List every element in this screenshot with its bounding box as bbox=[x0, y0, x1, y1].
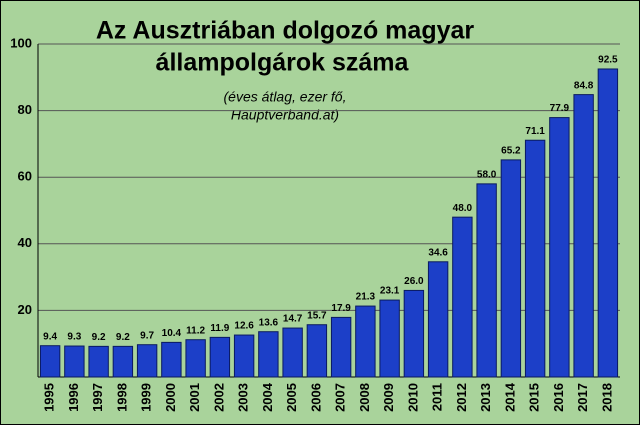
x-tick-label: 1999 bbox=[139, 383, 154, 412]
x-tick-label: 2003 bbox=[236, 383, 251, 412]
bar bbox=[330, 316, 352, 378]
bar bbox=[282, 327, 303, 378]
x-tick-label: 2006 bbox=[308, 383, 323, 412]
value-label: 11.9 bbox=[210, 323, 229, 334]
subtitle: Hauptverband.at) bbox=[231, 107, 339, 123]
value-label: 10.4 bbox=[162, 328, 182, 339]
value-label: 92.5 bbox=[598, 55, 618, 66]
value-label: 65.2 bbox=[501, 146, 521, 157]
bar bbox=[209, 336, 231, 378]
x-tick-label: 2009 bbox=[381, 383, 396, 412]
value-label: 9.2 bbox=[92, 332, 106, 343]
bar bbox=[524, 139, 546, 378]
x-tick-label: 2015 bbox=[527, 383, 542, 412]
value-label: 9.3 bbox=[67, 332, 81, 343]
value-label: 14.7 bbox=[283, 314, 303, 325]
value-label: 23.1 bbox=[380, 286, 400, 297]
value-label: 9.2 bbox=[116, 332, 130, 343]
chart-title: Az Ausztriában dolgozó magyar bbox=[96, 17, 475, 45]
x-tick-label: 2017 bbox=[575, 383, 590, 412]
bar bbox=[258, 331, 279, 378]
x-tick-label: 2010 bbox=[405, 383, 420, 412]
value-label: 15.7 bbox=[307, 310, 327, 321]
x-tick-label: 2018 bbox=[599, 383, 614, 412]
x-tick-label: 1997 bbox=[90, 383, 105, 412]
value-label: 71.1 bbox=[525, 126, 545, 137]
x-tick-label: 2011 bbox=[430, 383, 445, 411]
bar bbox=[597, 68, 619, 378]
bar bbox=[136, 344, 158, 378]
bar bbox=[161, 341, 182, 378]
value-label: 48.0 bbox=[453, 203, 473, 214]
x-tick-label: 2005 bbox=[284, 383, 299, 412]
value-label: 58.0 bbox=[477, 170, 497, 181]
value-label: 84.8 bbox=[574, 80, 594, 91]
x-tick-label: 2013 bbox=[478, 383, 493, 412]
x-tick-label: 2001 bbox=[187, 383, 202, 412]
x-tick-label: 2007 bbox=[333, 383, 348, 412]
x-tick-label: 2014 bbox=[502, 382, 517, 412]
value-label: 9.4 bbox=[43, 331, 57, 342]
bar bbox=[64, 345, 85, 378]
bar bbox=[427, 261, 449, 378]
value-label: 13.6 bbox=[259, 317, 279, 328]
y-tick-label: 40 bbox=[18, 235, 32, 250]
x-tick-label: 2016 bbox=[551, 383, 566, 412]
y-tick-label: 60 bbox=[18, 169, 32, 184]
bar bbox=[185, 339, 206, 378]
chart-title: állampolgárok száma bbox=[156, 49, 410, 77]
subtitle: (éves átlag, ezer fő, bbox=[224, 89, 347, 105]
value-label: 9.7 bbox=[140, 330, 154, 341]
value-label: 77.9 bbox=[550, 103, 570, 114]
bar bbox=[112, 345, 134, 378]
bar bbox=[573, 94, 594, 378]
x-tick-label: 2008 bbox=[357, 383, 372, 412]
x-tick-label: 2004 bbox=[260, 382, 275, 412]
value-label: 12.6 bbox=[234, 321, 254, 332]
x-tick-label: 1996 bbox=[66, 383, 81, 412]
value-label: 26.0 bbox=[404, 276, 424, 287]
y-tick-label: 80 bbox=[18, 102, 32, 117]
bar bbox=[403, 289, 425, 378]
bar bbox=[233, 334, 255, 378]
value-label: 34.6 bbox=[428, 247, 448, 258]
bar bbox=[355, 305, 376, 378]
bar bbox=[88, 345, 109, 378]
x-tick-label: 1995 bbox=[42, 383, 57, 412]
x-tick-label: 1998 bbox=[114, 383, 129, 412]
y-tick-label: 100 bbox=[10, 35, 32, 50]
x-tick-label: 2002 bbox=[211, 383, 226, 412]
x-tick-label: 2012 bbox=[454, 383, 469, 412]
bar bbox=[306, 324, 328, 378]
y-tick-label: 20 bbox=[18, 302, 32, 317]
x-tick-label: 2000 bbox=[163, 383, 178, 412]
value-label: 11.2 bbox=[186, 325, 205, 336]
value-label: 21.3 bbox=[356, 292, 376, 303]
bar bbox=[500, 159, 522, 378]
bar bbox=[452, 216, 473, 378]
bar bbox=[476, 183, 497, 378]
bar bbox=[549, 117, 570, 378]
bar bbox=[39, 345, 61, 378]
bar bbox=[379, 299, 400, 378]
value-label: 17.9 bbox=[331, 303, 351, 314]
